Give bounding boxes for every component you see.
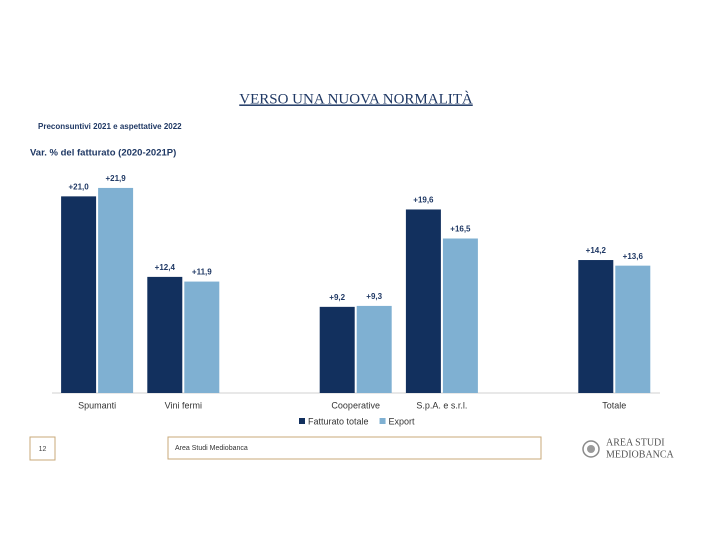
bar [184,281,220,393]
value-label: +21,0 [68,182,89,191]
bar [442,238,478,393]
bar [615,265,651,393]
value-label: +9,2 [329,293,345,302]
value-label: +14,2 [586,246,607,255]
legend-swatch [299,418,305,424]
bar [61,196,97,393]
value-label: +12,4 [155,263,176,272]
source: Area Studi Mediobanca [175,445,248,452]
logo-emblem [582,440,600,458]
bar [319,306,355,393]
value-label: +16,5 [450,225,471,234]
page-box [29,436,56,461]
legend-label: Export [389,416,416,426]
x-tick-label: Totale [602,400,626,410]
value-label: +13,6 [623,252,644,261]
subtitle: Preconsuntivi 2021 e aspettative 2022 [38,122,182,131]
legend-label: Fatturato totale [308,416,369,426]
bar [356,305,392,393]
bar [147,276,183,393]
logo-emblem-core [587,445,595,453]
legend-swatch [379,418,386,424]
value-label: +21,9 [105,174,126,183]
slide-title: VERSO UNA NUOVA NORMALITÀ [239,90,473,107]
page-number: 12 [39,446,47,453]
bar [98,187,134,393]
x-tick-label: Vini fermi [165,400,202,410]
value-label: +19,6 [413,196,434,205]
logo-text: AREA STUDI [606,437,665,448]
source-box [167,436,542,460]
value-label: +9,3 [366,292,382,301]
x-tick-label: Cooperative [331,400,380,410]
bar [405,209,441,393]
y-label: Var. % del fatturato (2020-2021P) [30,148,176,159]
logo-text: MEDIOBANCA [606,449,675,460]
value-label: +11,9 [192,268,212,277]
x-tick-label: Spumanti [78,400,116,410]
bar [578,260,614,393]
x-tick-label: S.p.A. e s.r.l. [416,400,467,410]
